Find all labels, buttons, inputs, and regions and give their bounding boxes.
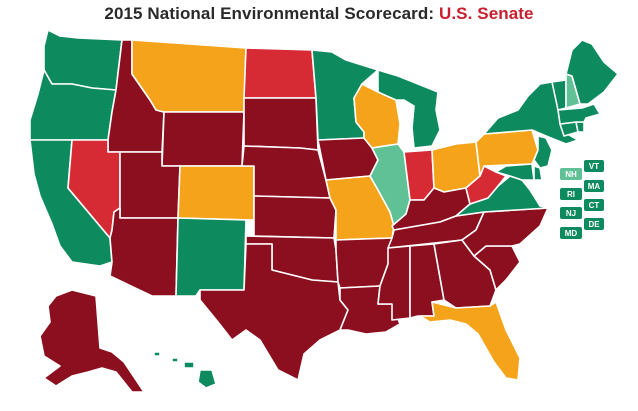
chip-CT-label: CT xyxy=(589,201,600,210)
state-KS[interactable] xyxy=(253,195,337,239)
state-WA[interactable] xyxy=(43,29,123,91)
state-ME[interactable] xyxy=(565,39,619,105)
state-TX[interactable] xyxy=(199,243,349,381)
chip-DE-label: DE xyxy=(588,220,600,229)
state-NJ[interactable] xyxy=(533,135,553,169)
chip-MD[interactable]: MD xyxy=(560,227,582,239)
state-NE[interactable] xyxy=(241,145,331,199)
chip-NJ[interactable]: NJ xyxy=(560,207,582,219)
title-main: 2015 National Environmental Scorecard: xyxy=(104,4,435,23)
state-HI[interactable] xyxy=(153,351,217,389)
title-accent: U.S. Senate xyxy=(438,4,534,23)
state-SD[interactable] xyxy=(243,97,319,151)
chip-RI[interactable]: RI xyxy=(560,188,582,200)
chip-NH[interactable]: NH xyxy=(560,168,582,180)
chip-CT[interactable]: CT xyxy=(584,199,604,211)
state-NC[interactable] xyxy=(461,207,549,257)
chip-VT[interactable]: VT xyxy=(584,160,604,172)
chip-MA-label: MA xyxy=(588,182,601,191)
chip-MA[interactable]: MA xyxy=(584,180,604,192)
chip-NJ-label: NJ xyxy=(566,209,576,218)
state-DE[interactable] xyxy=(533,165,543,181)
chip-MD-label: MD xyxy=(565,229,578,238)
state-MA[interactable] xyxy=(557,103,601,125)
state-MD[interactable] xyxy=(495,163,535,181)
small-state-chips: NH VT MA RI CT NJ DE MD xyxy=(560,160,604,239)
state-WY[interactable] xyxy=(161,111,245,167)
state-FL[interactable] xyxy=(419,301,521,381)
state-AZ[interactable] xyxy=(109,207,179,297)
page-title: 2015 National Environmental Scorecard: U… xyxy=(0,4,638,24)
state-ND[interactable] xyxy=(243,47,317,99)
state-AK[interactable] xyxy=(39,289,145,393)
chip-VT-label: VT xyxy=(589,162,599,171)
chip-RI-label: RI xyxy=(567,190,575,199)
state-MI[interactable] xyxy=(377,69,441,149)
chip-NH-label: NH xyxy=(565,170,577,179)
state-CO[interactable] xyxy=(177,165,255,221)
state-NM[interactable] xyxy=(175,217,247,297)
chip-DE[interactable]: DE xyxy=(584,218,604,230)
state-RI[interactable] xyxy=(575,121,585,133)
